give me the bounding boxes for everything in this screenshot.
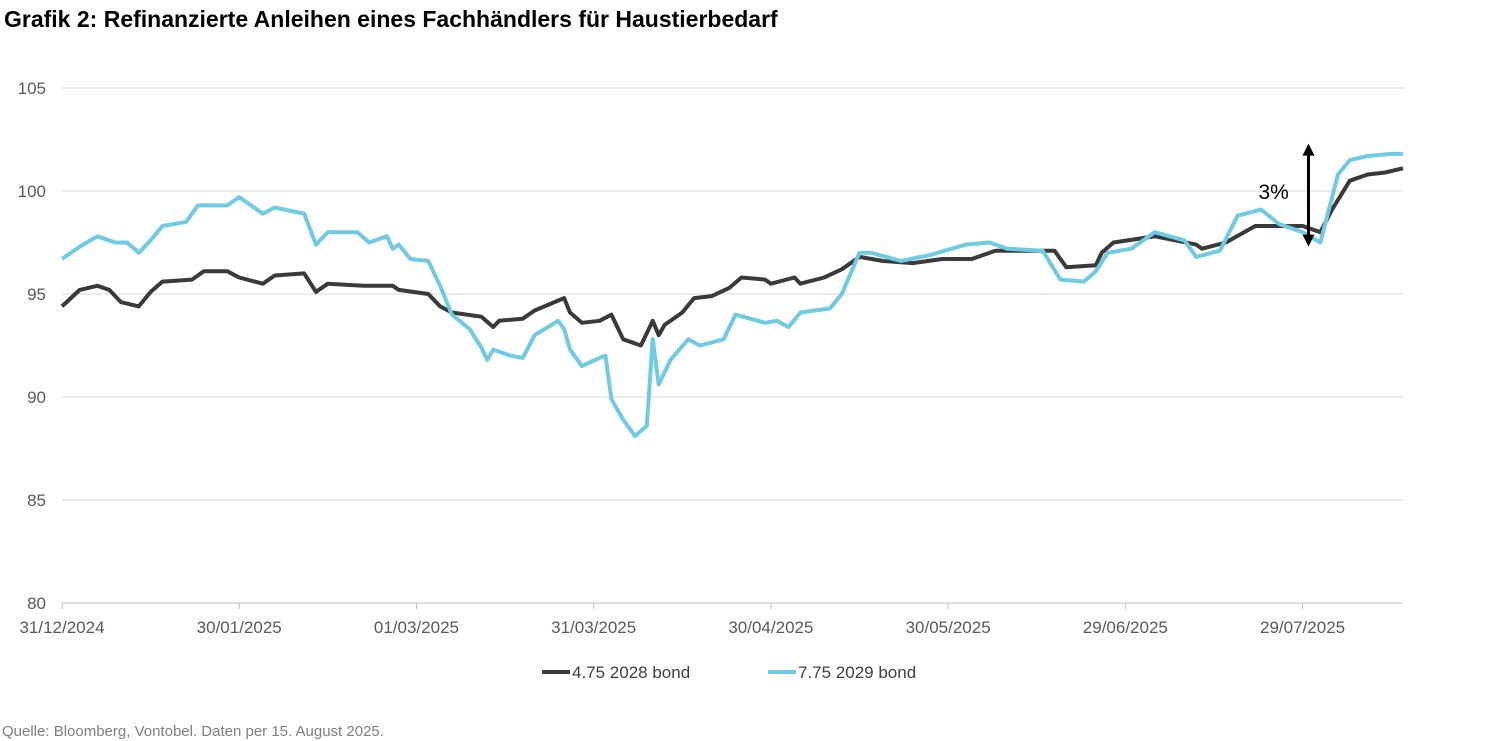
source-note: Quelle: Bloomberg, Vontobel. Daten per 1… bbox=[2, 723, 384, 740]
x-tick-label: 31/03/2025 bbox=[551, 618, 636, 637]
y-axis: 80 85 90 95 100 105 bbox=[18, 79, 46, 613]
x-tick-label: 31/12/2024 bbox=[19, 618, 104, 637]
y-tick-label: 105 bbox=[18, 79, 46, 98]
y-tick-label: 80 bbox=[27, 594, 46, 613]
x-tick-label: 29/06/2025 bbox=[1083, 618, 1168, 637]
y-tick-label: 95 bbox=[27, 285, 46, 304]
legend-label-4-75-2028: 4.75 2028 bond bbox=[572, 663, 690, 682]
series-lines bbox=[60, 151, 1404, 439]
gridlines bbox=[62, 87, 1403, 501]
arrow-down-icon bbox=[1302, 234, 1315, 247]
annotation: 3% bbox=[1258, 143, 1315, 247]
annotation-label: 3% bbox=[1258, 181, 1288, 204]
series-line-7-75-2029-bond bbox=[60, 151, 1403, 439]
arrow-up-icon bbox=[1302, 143, 1315, 156]
x-tick-label: 30/05/2025 bbox=[906, 618, 991, 637]
y-tick-label: 90 bbox=[27, 388, 46, 407]
x-tick-label: 01/03/2025 bbox=[374, 618, 459, 637]
x-tick-label: 30/01/2025 bbox=[197, 618, 282, 637]
legend-label-7-75-2029: 7.75 2029 bond bbox=[798, 663, 916, 682]
x-tick-label: 29/07/2025 bbox=[1260, 618, 1345, 637]
chart-title: Grafik 2: Refinanzierte Anleihen eines F… bbox=[4, 6, 778, 32]
y-tick-label: 85 bbox=[27, 491, 46, 510]
x-axis: 31/12/2024 30/01/2025 01/03/2025 31/03/2025… bbox=[19, 602, 1403, 637]
x-tick-label: 30/04/2025 bbox=[728, 618, 813, 637]
legend: 4.75 2028 bond 7.75 2029 bond bbox=[542, 663, 916, 682]
y-tick-label: 100 bbox=[18, 182, 46, 201]
